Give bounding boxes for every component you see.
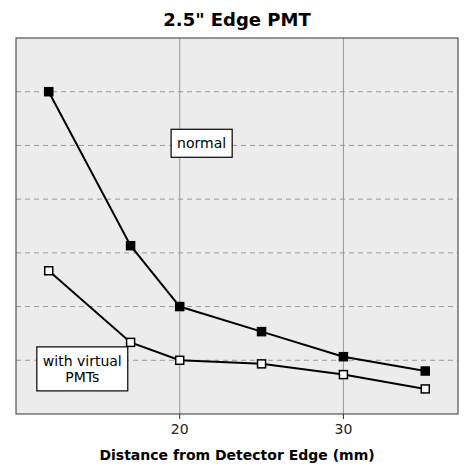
data-point [421,385,429,393]
data-point [45,88,53,96]
data-point [176,356,184,364]
series-line [49,92,426,371]
data-point [339,353,347,361]
data-point [258,360,266,368]
annotation-text: with virtualPMTs [43,353,122,385]
data-point [176,303,184,311]
x-axis: 2030 [171,414,353,437]
grid-line-y [16,145,458,146]
title: 2.5" Edge PMT [163,9,311,30]
plot-background [16,38,458,414]
x-axis-label: Distance from Detector Edge (mm) [99,447,374,463]
plot-frame [16,38,458,414]
annotation: normal [171,129,232,157]
data-point [127,242,135,250]
grid-line-y [16,199,458,200]
x-tick [343,414,344,419]
annotation-box [171,129,232,157]
data-point [258,328,266,336]
chart: 2030normalwith virtualPMTs2.5" Edge PMTD… [0,0,474,474]
annotation-text: normal [177,135,226,151]
x-tick [179,414,180,419]
grid [16,38,458,414]
annotation: with virtualPMTs [37,347,128,391]
data-point [339,371,347,379]
grid-line-y [16,252,458,253]
data-point [45,267,53,275]
data-point [127,338,135,346]
grid-line-y [16,91,458,92]
annotation-box [37,347,128,391]
x-tick-label: 30 [334,421,352,437]
grid-line-y [16,306,458,307]
x-tick-label: 20 [171,421,189,437]
data-point [421,367,429,375]
